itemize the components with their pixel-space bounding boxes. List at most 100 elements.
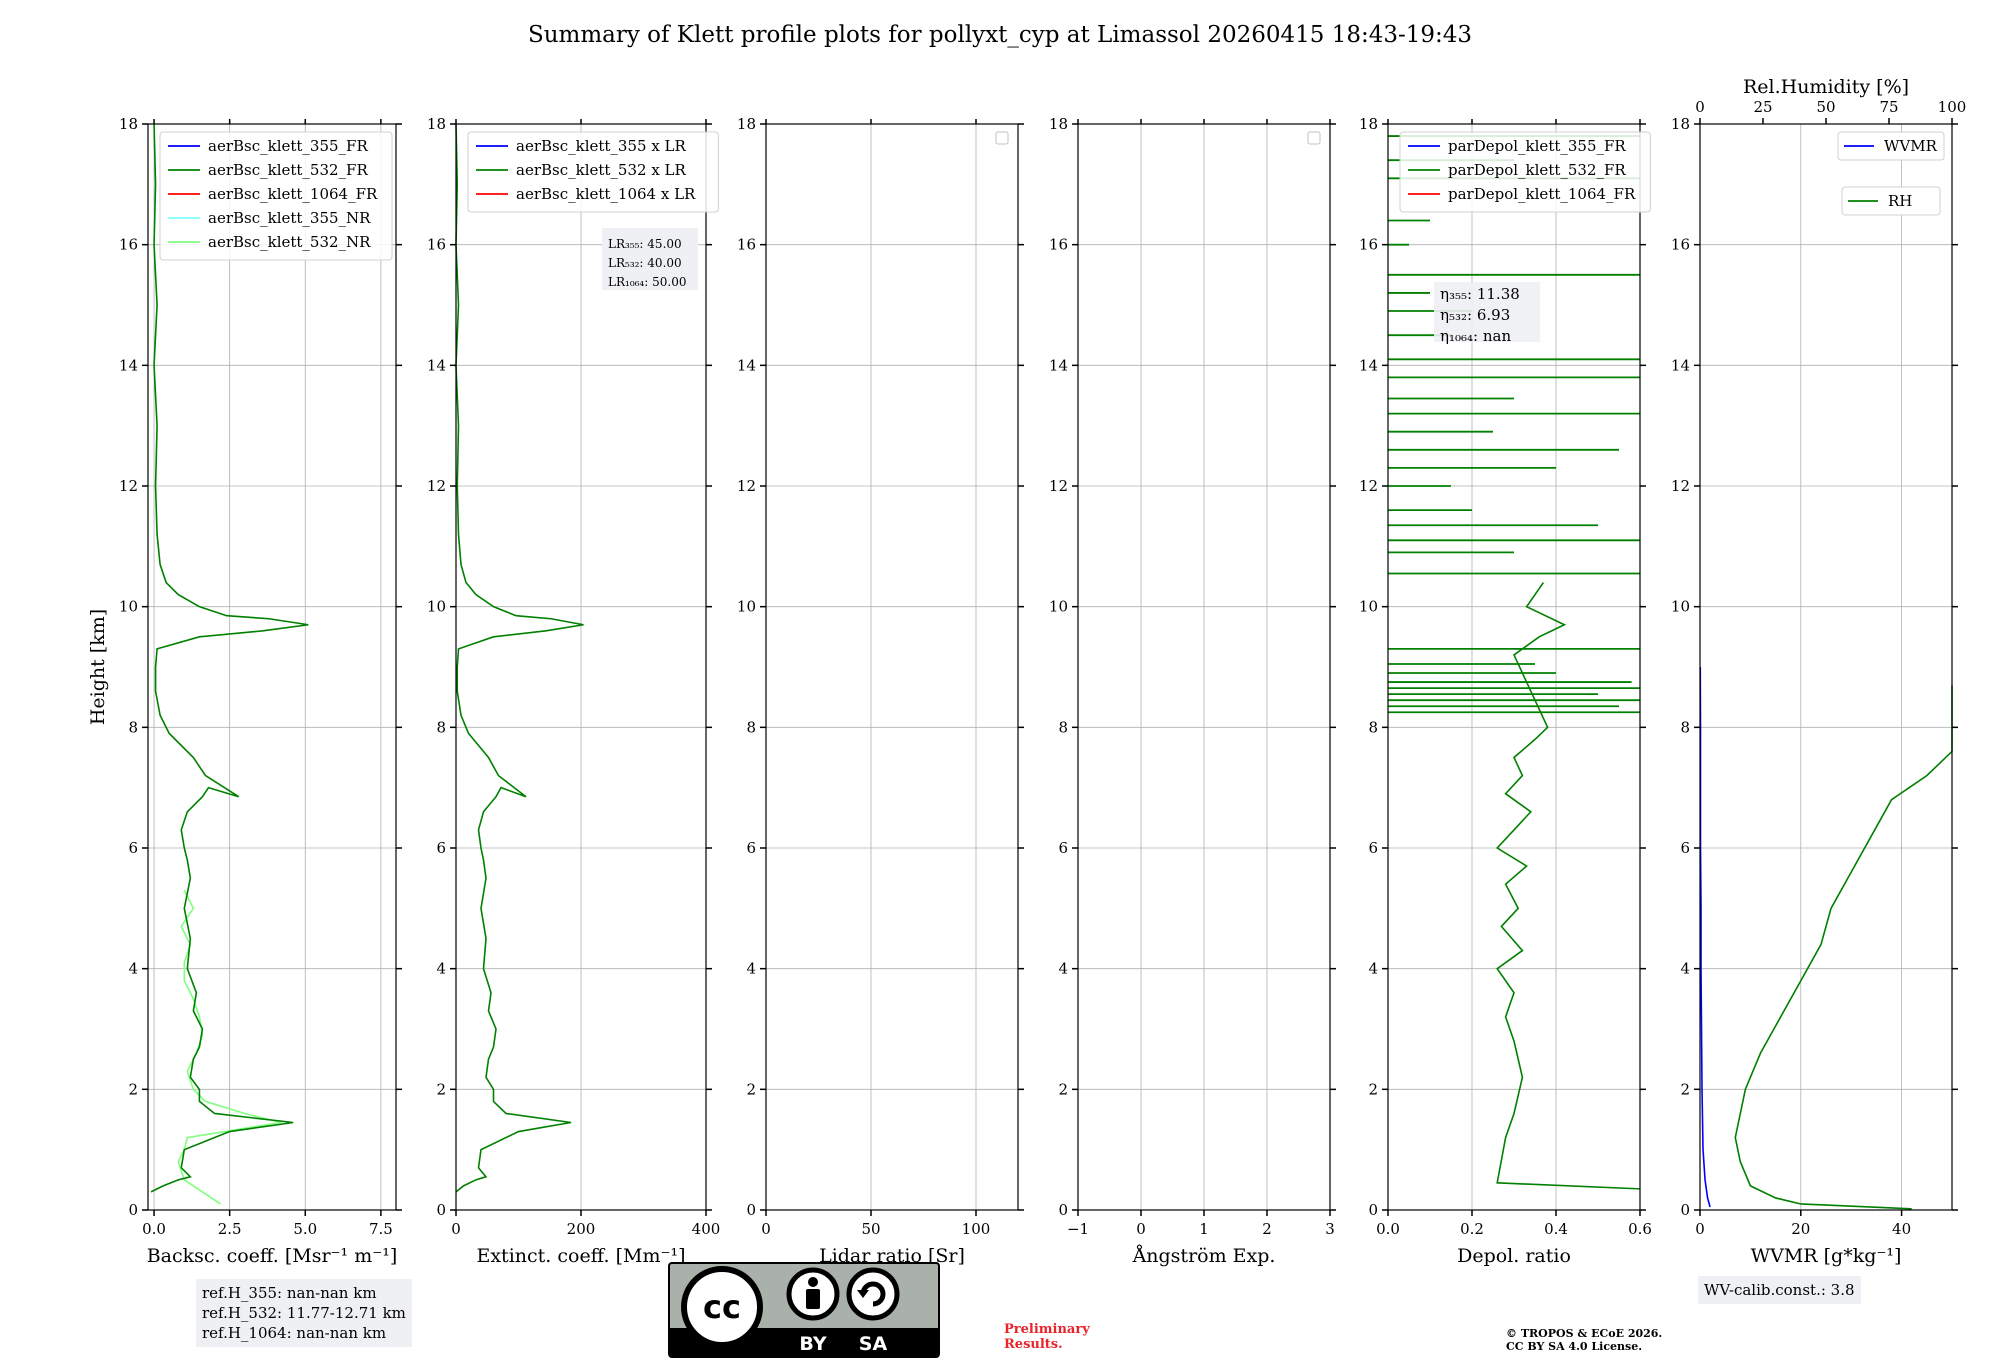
xtick-label: 0.6 (1628, 1220, 1652, 1238)
legend-entry: aerBsc_klett_355 x LR (516, 137, 687, 155)
sa-label: SA (859, 1333, 888, 1355)
series-RH (1734, 685, 1953, 1210)
panel-depol (1382, 119, 1651, 1216)
ref-h-1064: ref.H_1064: nan-nan km (202, 1324, 387, 1342)
axes-frame (765, 123, 1019, 1211)
x-axis-label: Depol. ratio (1457, 1245, 1571, 1267)
ytick-label: 0 (436, 1201, 446, 1219)
xtick-label: −1 (1067, 1220, 1089, 1238)
empty-legend (995, 131, 1009, 145)
legend-entry: parDepol_klett_1064_FR (1448, 185, 1636, 203)
x-axis-label: Lidar ratio [Sr] (819, 1245, 965, 1267)
xtick-label: 0.2 (1460, 1220, 1484, 1238)
ytick-label: 12 (119, 477, 138, 495)
copyright-note: © TROPOS & ECoE 2026. CC BY SA 4.0 Licen… (1506, 1327, 1662, 1353)
legend-entry: parDepol_klett_532_FR (1448, 161, 1626, 179)
ytick-label: 10 (1671, 598, 1690, 616)
legend-entry: aerBsc_klett_1064 x LR (516, 185, 696, 203)
by-label: BY (799, 1333, 826, 1355)
ytick-label: 16 (119, 236, 138, 254)
ytick-label: 16 (1359, 236, 1378, 254)
ytick-label: 6 (436, 839, 446, 857)
ytick-label: 14 (1049, 356, 1068, 374)
ytick-label: 18 (737, 115, 756, 133)
legend-entry: aerBsc_klett_355_NR (208, 209, 371, 227)
ytick-label: 4 (1680, 960, 1690, 978)
sa-share-icon (846, 1267, 900, 1321)
eta-label: η₅₃₂: 6.93 (1440, 306, 1510, 324)
cc-by-sa-badge[interactable]: cc BY SA (668, 1262, 940, 1358)
eta-label: η₁₀₆₄: nan (1440, 327, 1511, 345)
axes-frame (1387, 123, 1641, 1211)
ytick-label: 18 (1359, 115, 1378, 133)
ytick-label: 16 (1049, 236, 1068, 254)
ytick-label: 12 (1049, 477, 1068, 495)
series-aerBsc_klett_532_FR (150, 123, 309, 1193)
preliminary-line-2: Results. (1004, 1337, 1063, 1352)
ytick-label: 12 (427, 477, 446, 495)
xtick-label: 2 (1262, 1220, 1272, 1238)
ytick-label: 4 (746, 960, 756, 978)
lr-label: LR₅₃₂: 40.00 (608, 256, 682, 270)
ytick-label: 14 (427, 356, 446, 374)
ytick-label: 18 (427, 115, 446, 133)
ytick-label: 6 (1058, 839, 1068, 857)
preliminary-note: Preliminary Results. (1004, 1322, 1090, 1352)
lr-label: LR₁₀₆₄: 50.00 (608, 275, 686, 289)
panel-wv (1694, 118, 1958, 1216)
ytick-label: 2 (1680, 1080, 1690, 1098)
panel-bsc (142, 119, 402, 1216)
legend-entry: aerBsc_klett_532_NR (208, 233, 371, 251)
empty-legend (1307, 131, 1321, 145)
ytick-label: 8 (1368, 718, 1378, 736)
eta-box (1434, 282, 1540, 342)
copyright-line-1: © TROPOS & ECoE 2026. (1506, 1327, 1663, 1340)
panel-ext (450, 119, 719, 1216)
series-parDepol_klett_532_FR (1495, 582, 1641, 1190)
panel-ang (1072, 119, 1336, 1216)
ytick-label: 18 (119, 115, 138, 133)
ytick-label: 16 (737, 236, 756, 254)
cc-icon (681, 1266, 763, 1348)
ytick-label: 12 (737, 477, 756, 495)
ytick-label: 0 (128, 1201, 138, 1219)
ytick-label: 12 (1359, 477, 1378, 495)
ytick-label: 4 (436, 960, 446, 978)
cc-icon-text: cc (703, 1288, 741, 1326)
xtick-label: 40 (1892, 1220, 1911, 1238)
ytick-label: 8 (1058, 718, 1068, 736)
ytick-label: 0 (1368, 1201, 1378, 1219)
preliminary-line-1: Preliminary (1004, 1322, 1090, 1337)
ytick-label: 8 (746, 718, 756, 736)
xtick-label: 1 (1199, 1220, 1209, 1238)
eta-label: η₃₅₅: 11.38 (1440, 285, 1520, 303)
ytick-label: 16 (1671, 236, 1690, 254)
ytick-label: 10 (737, 598, 756, 616)
xtick-label: 0 (1136, 1220, 1146, 1238)
ytick-label: 2 (1368, 1080, 1378, 1098)
legend-entry: aerBsc_klett_532_FR (208, 161, 368, 179)
axes-frame (1699, 123, 1953, 1211)
ytick-label: 6 (1680, 839, 1690, 857)
ytick-label: 8 (1680, 718, 1690, 736)
legend-entry: RH (1888, 192, 1912, 210)
ytick-label: 14 (119, 356, 138, 374)
ytick-label: 6 (746, 839, 756, 857)
ref-h-355: ref.H_355: nan-nan km (202, 1284, 377, 1302)
wv-calib-box: WV-calib.const.: 3.8 (1698, 1276, 1861, 1304)
ytick-label: 10 (427, 598, 446, 616)
ytick-label: 2 (746, 1080, 756, 1098)
figure-title: Summary of Klett profile plots for polly… (527, 22, 1473, 48)
ytick-label: 10 (1049, 598, 1068, 616)
lr-box (602, 228, 698, 290)
top-xtick-label: 0 (1695, 98, 1705, 116)
xtick-label: 400 (692, 1220, 721, 1238)
legend-box (159, 131, 393, 261)
y-axis-label: Height [km] (87, 609, 109, 725)
ytick-label: 14 (1671, 356, 1690, 374)
ytick-label: 4 (128, 960, 138, 978)
ytick-label: 2 (128, 1080, 138, 1098)
xtick-label: 50 (861, 1220, 880, 1238)
ytick-label: 16 (427, 236, 446, 254)
ytick-label: 10 (119, 598, 138, 616)
